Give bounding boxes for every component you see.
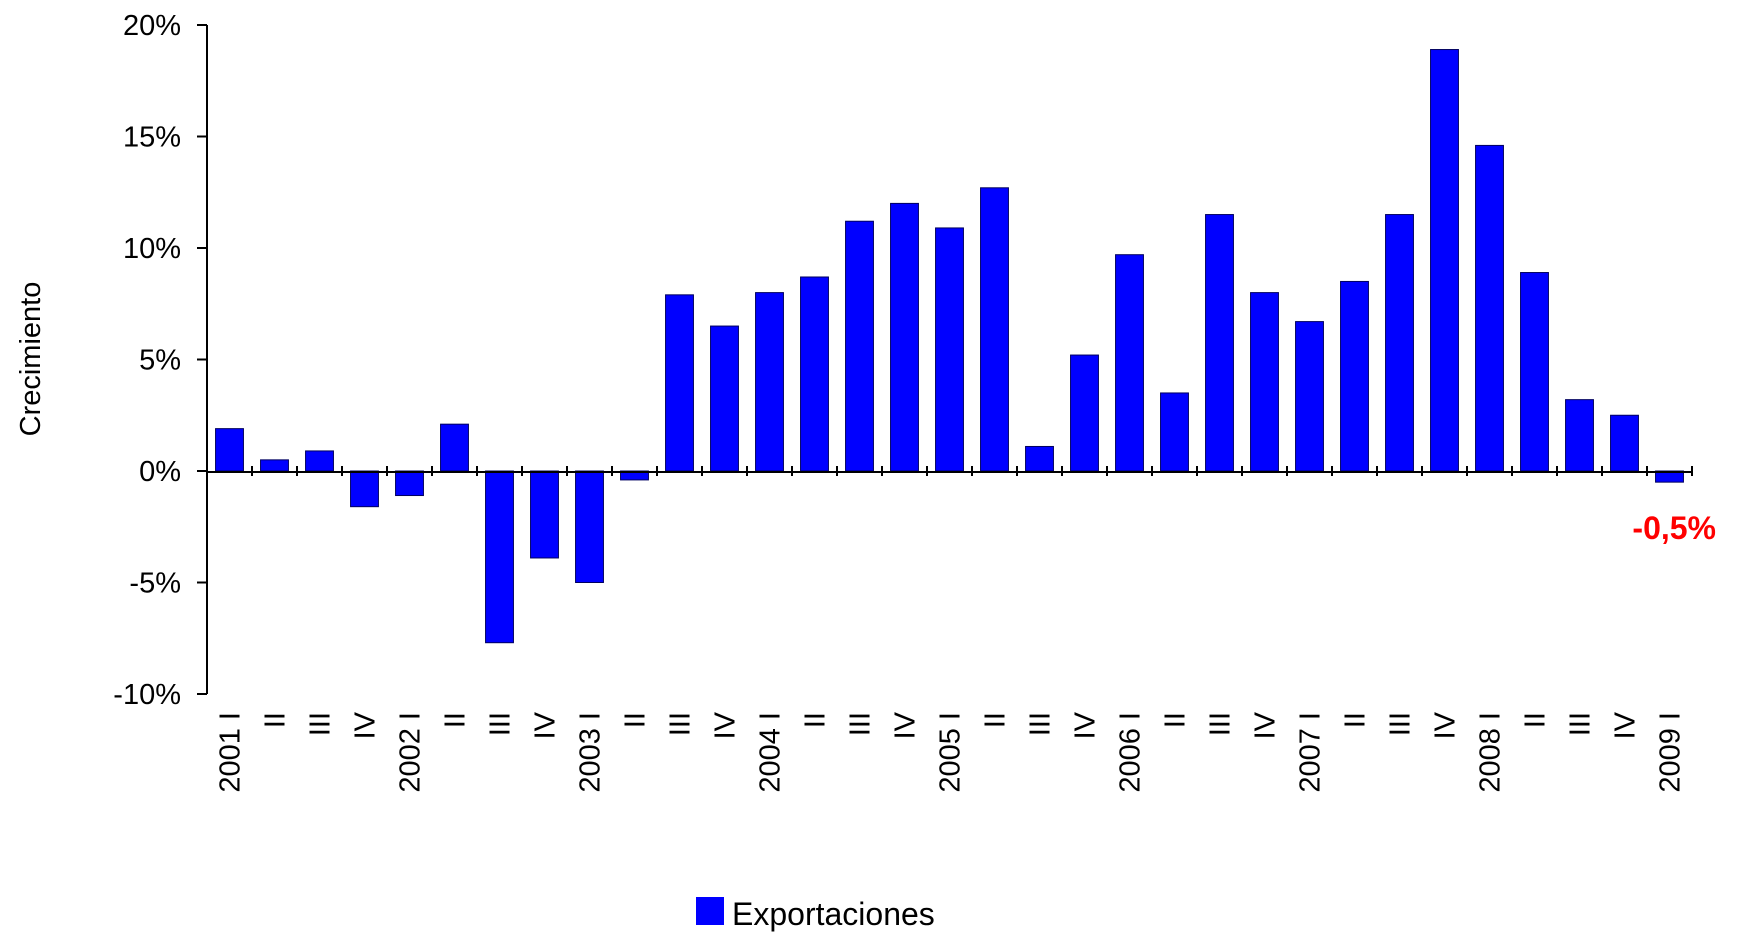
bar — [935, 227, 964, 472]
bar — [1385, 214, 1414, 472]
x-tick-label: 2006 I — [1115, 712, 1147, 793]
x-tick-label: IV — [350, 711, 382, 739]
x-tick-label: II — [440, 712, 472, 728]
bar — [800, 276, 829, 472]
x-tick-label: II — [980, 712, 1012, 728]
bar — [1295, 321, 1324, 472]
y-tick-label: -10% — [113, 679, 181, 711]
x-tick-label: II — [1340, 712, 1372, 728]
x-tick-label: II — [620, 712, 652, 728]
x-tick-label: III — [1565, 712, 1597, 736]
bar — [890, 202, 919, 472]
bar — [1070, 354, 1099, 472]
x-tick-label: IV — [710, 711, 742, 739]
bar — [845, 220, 874, 472]
bar — [485, 470, 514, 644]
x-tick-label: IV — [1430, 711, 1462, 739]
y-tick-label: 15% — [123, 122, 181, 154]
x-tick-label: 2004 I — [755, 712, 787, 793]
x-tick-label: III — [305, 712, 337, 736]
x-axis: 2001 I II III IV 2002 I II III IV 2003 I II III IV 2… — [206, 466, 1693, 793]
y-tick-label: 20% — [123, 10, 181, 42]
bar — [440, 423, 469, 472]
bar — [305, 450, 334, 472]
bar — [575, 470, 604, 583]
x-tick-label: 2003 I — [575, 712, 607, 793]
y-tick-label: 0% — [139, 456, 181, 488]
bar — [1250, 292, 1279, 472]
x-axis-labels: 2001 I II III IV 2002 I II III IV 2003 I II III IV 2… — [215, 711, 1687, 792]
x-tick-label: III — [845, 712, 877, 736]
y-tick-label: 5% — [139, 345, 181, 377]
legend-label: Exportaciones — [732, 896, 935, 932]
bar — [1160, 392, 1189, 472]
x-tick-label: IV — [890, 711, 922, 739]
y-tick-label: 10% — [123, 233, 181, 265]
bar — [710, 325, 739, 472]
bar — [350, 470, 379, 508]
x-tick-label: IV — [1250, 711, 1282, 739]
y-axis-ticks: 20% 15% 10% 5% 0% -5% -10% — [113, 10, 207, 711]
x-tick-label: III — [1385, 712, 1417, 736]
x-tick-label: 2002 I — [395, 712, 427, 793]
x-tick-label: II — [260, 712, 292, 728]
bar — [1205, 214, 1234, 472]
bar — [980, 187, 1009, 472]
last-value-annotation: -0,5% — [1632, 510, 1716, 546]
bar — [1115, 254, 1144, 472]
bar — [665, 294, 694, 472]
bar — [1025, 445, 1054, 472]
legend-swatch — [696, 897, 724, 925]
x-tick-label: 2008 I — [1475, 712, 1507, 793]
bar — [215, 428, 244, 472]
x-tick-label: III — [1025, 712, 1057, 736]
x-tick-label: IV — [1610, 711, 1642, 739]
x-tick-label: III — [1205, 712, 1237, 736]
y-axis: 20% 15% 10% 5% 0% -5% -10% — [113, 10, 208, 711]
x-tick-label: III — [665, 712, 697, 736]
bar — [1610, 414, 1639, 472]
x-axis-ticks — [206, 466, 1693, 476]
y-axis-title: Crecimiento — [15, 282, 47, 437]
y-tick-label: -5% — [129, 568, 181, 600]
bar — [1565, 399, 1594, 472]
bar — [1520, 272, 1549, 472]
bar — [755, 292, 784, 472]
bar — [1430, 49, 1459, 472]
x-tick-label: II — [1160, 712, 1192, 728]
x-tick-label: 2005 I — [935, 712, 967, 793]
legend: Exportaciones — [696, 896, 935, 932]
bar — [530, 470, 559, 559]
bar — [1475, 144, 1504, 472]
bars — [215, 49, 1684, 644]
x-tick-label: IV — [1070, 711, 1102, 739]
bar — [395, 470, 424, 497]
x-tick-label: II — [800, 712, 832, 728]
bar — [1340, 280, 1369, 472]
x-tick-label: II — [1520, 712, 1552, 728]
x-tick-label: 2001 I — [215, 712, 247, 793]
x-tick-label: IV — [530, 711, 562, 739]
bar — [260, 459, 289, 472]
x-tick-label: 2007 I — [1295, 712, 1327, 793]
x-tick-label: 2009 I — [1655, 712, 1687, 793]
x-tick-label: III — [485, 712, 517, 736]
